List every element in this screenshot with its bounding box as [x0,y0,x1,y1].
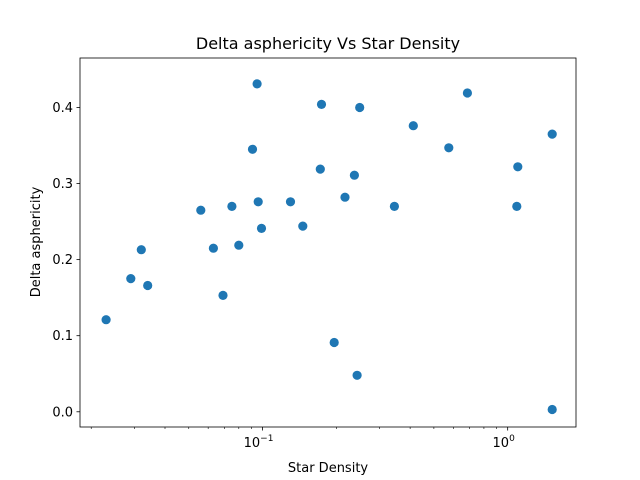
scatter-point [256,223,267,233]
scatter-point [408,121,418,131]
scatter-point [315,164,325,174]
scatter-point [136,245,146,255]
y-tick-label: 0.1 [52,329,73,344]
scatter-point [547,129,557,139]
scatter-point [547,404,557,415]
scatter-point [227,201,237,211]
scatter-point [513,162,523,172]
points-layer [101,79,557,415]
scatter-point [285,197,296,207]
y-tick-label: 0.4 [52,101,73,116]
y-axis-label: Delta asphericity [29,186,44,297]
scatter-point [234,240,244,250]
chart-title: Delta asphericity Vs Star Density [196,34,460,53]
scatter-point [253,197,263,207]
scatter-point [208,243,218,253]
plot-area-frame [79,57,577,428]
scatter-point [101,315,111,325]
y-tick-label: 0.0 [52,405,73,420]
y-tick-label: 0.2 [52,253,73,268]
scatter-point [247,144,258,154]
scatter-point [126,274,136,284]
scatter-point [444,143,454,153]
x-axis-label: Star Density [288,461,369,476]
scatter-point [218,290,228,300]
scatter-point [298,221,308,231]
scatter-point [355,102,365,113]
scatter-point [252,79,262,89]
scatter-point [329,337,339,348]
y-tick-label: 0.3 [52,177,73,192]
y-axis-ticks: 0.0 0.1 0.2 0.3 0.4 [52,101,80,420]
scatter-point [340,192,350,202]
scatter-point [512,201,522,211]
scatter-point [462,88,472,98]
scatter-point [316,99,327,109]
scatter-point [196,205,206,215]
scatter-point [143,280,153,291]
scatter-point [389,201,399,211]
plot-area-background [80,58,576,427]
scatter-point [349,170,359,180]
scatter-point [352,370,362,380]
